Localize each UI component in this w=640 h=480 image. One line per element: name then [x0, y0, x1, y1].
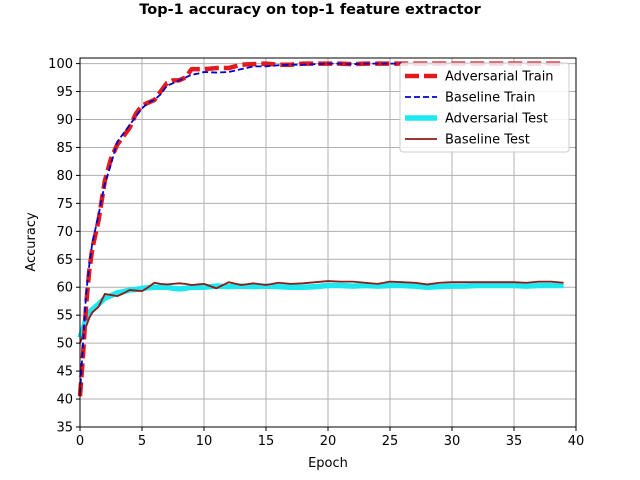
x-tick-label: 5	[138, 434, 146, 449]
legend-box	[399, 62, 570, 153]
y-axis-label: Accuracy	[24, 212, 39, 272]
y-tick-label: 50	[56, 337, 73, 352]
x-tick-label: 30	[444, 434, 461, 449]
y-tick-label: 80	[56, 169, 73, 184]
x-tick-label: 15	[258, 434, 275, 449]
y-tick-label: 35	[56, 421, 73, 436]
x-tick-label: 25	[382, 434, 399, 449]
chart-title: Top-1 accuracy on top-1 feature extracto…	[139, 2, 481, 18]
x-tick-label: 10	[196, 434, 213, 449]
y-tick-label: 75	[56, 197, 73, 212]
legend-label-baseline-train: Baseline Train	[445, 91, 535, 106]
y-tick-label: 40	[56, 393, 73, 408]
x-axis-ticks: 0 5 10 15 20 25 30 35 40	[76, 427, 584, 449]
y-tick-label: 90	[56, 113, 73, 128]
x-tick-label: 0	[76, 434, 84, 449]
legend-label-adversarial-test: Adversarial Test	[445, 112, 548, 127]
y-tick-label: 55	[56, 309, 73, 324]
legend-label-adversarial-train: Adversarial Train	[445, 70, 554, 85]
legend-label-baseline-test: Baseline Test	[445, 133, 530, 148]
legend: Adversarial Train Baseline Train Adversari…	[399, 62, 570, 153]
y-tick-label: 85	[56, 141, 73, 156]
y-tick-label: 100	[48, 57, 73, 72]
y-tick-label: 95	[56, 85, 73, 100]
y-axis-ticks: 35 40 45 50 55 60 65 70 75 80 85 90 95 100	[48, 57, 80, 436]
series-line-adversarial-test	[77, 282, 564, 339]
x-tick-label: 20	[320, 434, 337, 449]
series-line-baseline-test	[79, 280, 564, 344]
y-tick-label: 70	[56, 225, 73, 240]
y-tick-label: 65	[56, 253, 73, 268]
x-axis-label: Epoch	[308, 456, 348, 471]
y-tick-label: 60	[56, 281, 73, 296]
x-tick-label: 40	[568, 434, 585, 449]
x-tick-label: 35	[506, 434, 523, 449]
y-tick-label: 45	[56, 365, 73, 380]
